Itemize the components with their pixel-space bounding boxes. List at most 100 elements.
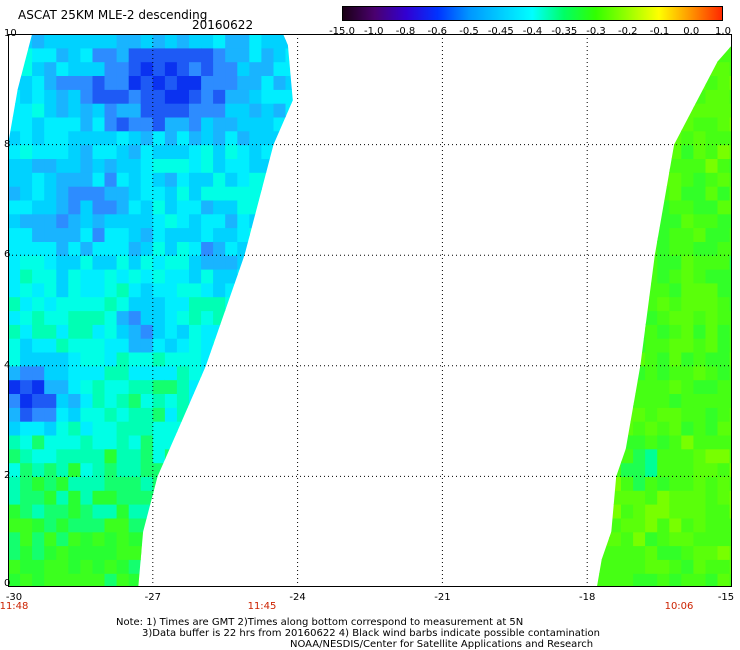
swath-cell bbox=[201, 158, 214, 173]
swath-cell bbox=[128, 199, 142, 215]
swath-cell bbox=[176, 282, 190, 298]
swath-cell bbox=[273, 34, 287, 49]
swath-cell bbox=[44, 296, 57, 312]
swath-cell bbox=[717, 158, 731, 173]
swath-cell bbox=[116, 34, 130, 49]
swath-cell bbox=[705, 144, 719, 159]
swath-cell bbox=[657, 559, 670, 574]
swath-cell bbox=[633, 462, 646, 477]
swath-cell bbox=[164, 255, 178, 270]
swath-cell bbox=[729, 269, 732, 284]
swath-cell bbox=[32, 213, 45, 229]
swath-cell bbox=[176, 393, 190, 408]
swath-cell bbox=[128, 255, 142, 270]
swath-cell bbox=[8, 310, 21, 325]
swath-cell bbox=[645, 379, 658, 394]
swath-cell bbox=[80, 352, 94, 367]
swath-cell bbox=[176, 296, 190, 312]
swath-cell bbox=[116, 75, 130, 90]
swath-cell bbox=[56, 213, 69, 229]
swath-cell bbox=[189, 227, 202, 242]
swath-cell bbox=[693, 144, 707, 159]
swath-cell bbox=[189, 89, 202, 104]
swath-cell bbox=[92, 559, 106, 574]
swath-cell bbox=[20, 352, 33, 367]
swath-cell bbox=[68, 559, 81, 574]
swath-cell bbox=[645, 531, 658, 547]
swath-cell bbox=[717, 89, 731, 104]
swath-cell bbox=[140, 421, 154, 436]
swath-cell bbox=[32, 504, 45, 519]
swath-cell bbox=[657, 517, 670, 533]
swath-cell bbox=[8, 269, 21, 284]
swath-cell bbox=[68, 407, 81, 422]
swath-cell bbox=[705, 393, 719, 408]
swath-cell bbox=[657, 407, 670, 422]
swath-cell bbox=[20, 338, 33, 353]
swath-cell bbox=[225, 213, 238, 229]
swath-cell bbox=[164, 213, 178, 229]
swath-cell bbox=[104, 186, 118, 201]
swath-cell bbox=[128, 269, 142, 284]
swath-cell bbox=[657, 476, 670, 491]
swath-cell bbox=[693, 130, 707, 146]
swath-cell bbox=[705, 89, 719, 104]
colorbar-label: -0.45 bbox=[487, 26, 514, 37]
swath-cell bbox=[176, 144, 190, 159]
swath-cell bbox=[68, 462, 81, 477]
swath-cell bbox=[225, 47, 238, 63]
swath-cell bbox=[80, 282, 94, 298]
swath-cell bbox=[164, 75, 178, 90]
swath-cell bbox=[225, 172, 238, 187]
swath-cell bbox=[176, 186, 190, 201]
swath-cell bbox=[213, 47, 226, 63]
swath-cell bbox=[189, 282, 202, 298]
swath-cell bbox=[729, 324, 732, 339]
swath-cell bbox=[705, 227, 719, 242]
swath-cell bbox=[681, 517, 694, 533]
swath-cell bbox=[116, 227, 130, 242]
swath-cell bbox=[44, 324, 57, 339]
swath-cell bbox=[32, 476, 45, 491]
swath-cell bbox=[189, 186, 202, 201]
swath-cell bbox=[201, 338, 214, 353]
swath-cell bbox=[92, 34, 106, 49]
swath-cell bbox=[189, 158, 202, 173]
swath-cell bbox=[729, 45, 732, 49]
swath-cell bbox=[681, 379, 694, 394]
swath-cell bbox=[213, 199, 226, 215]
swath-cell bbox=[32, 421, 45, 436]
swath-cell bbox=[669, 352, 682, 367]
swath-cell bbox=[104, 61, 118, 76]
swath-cell bbox=[729, 559, 732, 574]
swath-cell bbox=[176, 379, 190, 394]
swath-cell bbox=[80, 407, 94, 422]
swath-cell bbox=[128, 393, 142, 408]
swath-cell bbox=[80, 255, 94, 270]
swath-cell bbox=[225, 241, 238, 256]
swath-cell bbox=[116, 199, 130, 215]
swath-cell bbox=[56, 89, 69, 104]
swath-cell bbox=[116, 296, 130, 312]
swath-cell bbox=[729, 379, 732, 394]
swath-cell bbox=[8, 462, 21, 477]
swath-cell bbox=[32, 199, 45, 215]
swath-cell bbox=[104, 269, 118, 284]
swath-cell bbox=[608, 531, 622, 547]
swath-cell bbox=[80, 517, 94, 533]
swath-cell bbox=[80, 296, 94, 312]
swath-cell bbox=[657, 448, 670, 464]
swath-cell bbox=[80, 365, 94, 381]
swath-cell bbox=[68, 296, 81, 312]
swath-cell bbox=[669, 407, 682, 422]
swath-cell bbox=[104, 47, 118, 63]
swath-cell bbox=[705, 421, 719, 436]
swath-cell bbox=[621, 490, 634, 505]
swath-cell bbox=[80, 476, 94, 491]
time-label-2: 11:45 bbox=[247, 601, 277, 612]
swath-cell bbox=[669, 324, 682, 339]
swath-cell bbox=[189, 103, 202, 118]
swath-cell bbox=[189, 172, 202, 187]
swath-cell bbox=[249, 186, 262, 201]
swath-cell bbox=[56, 61, 69, 76]
